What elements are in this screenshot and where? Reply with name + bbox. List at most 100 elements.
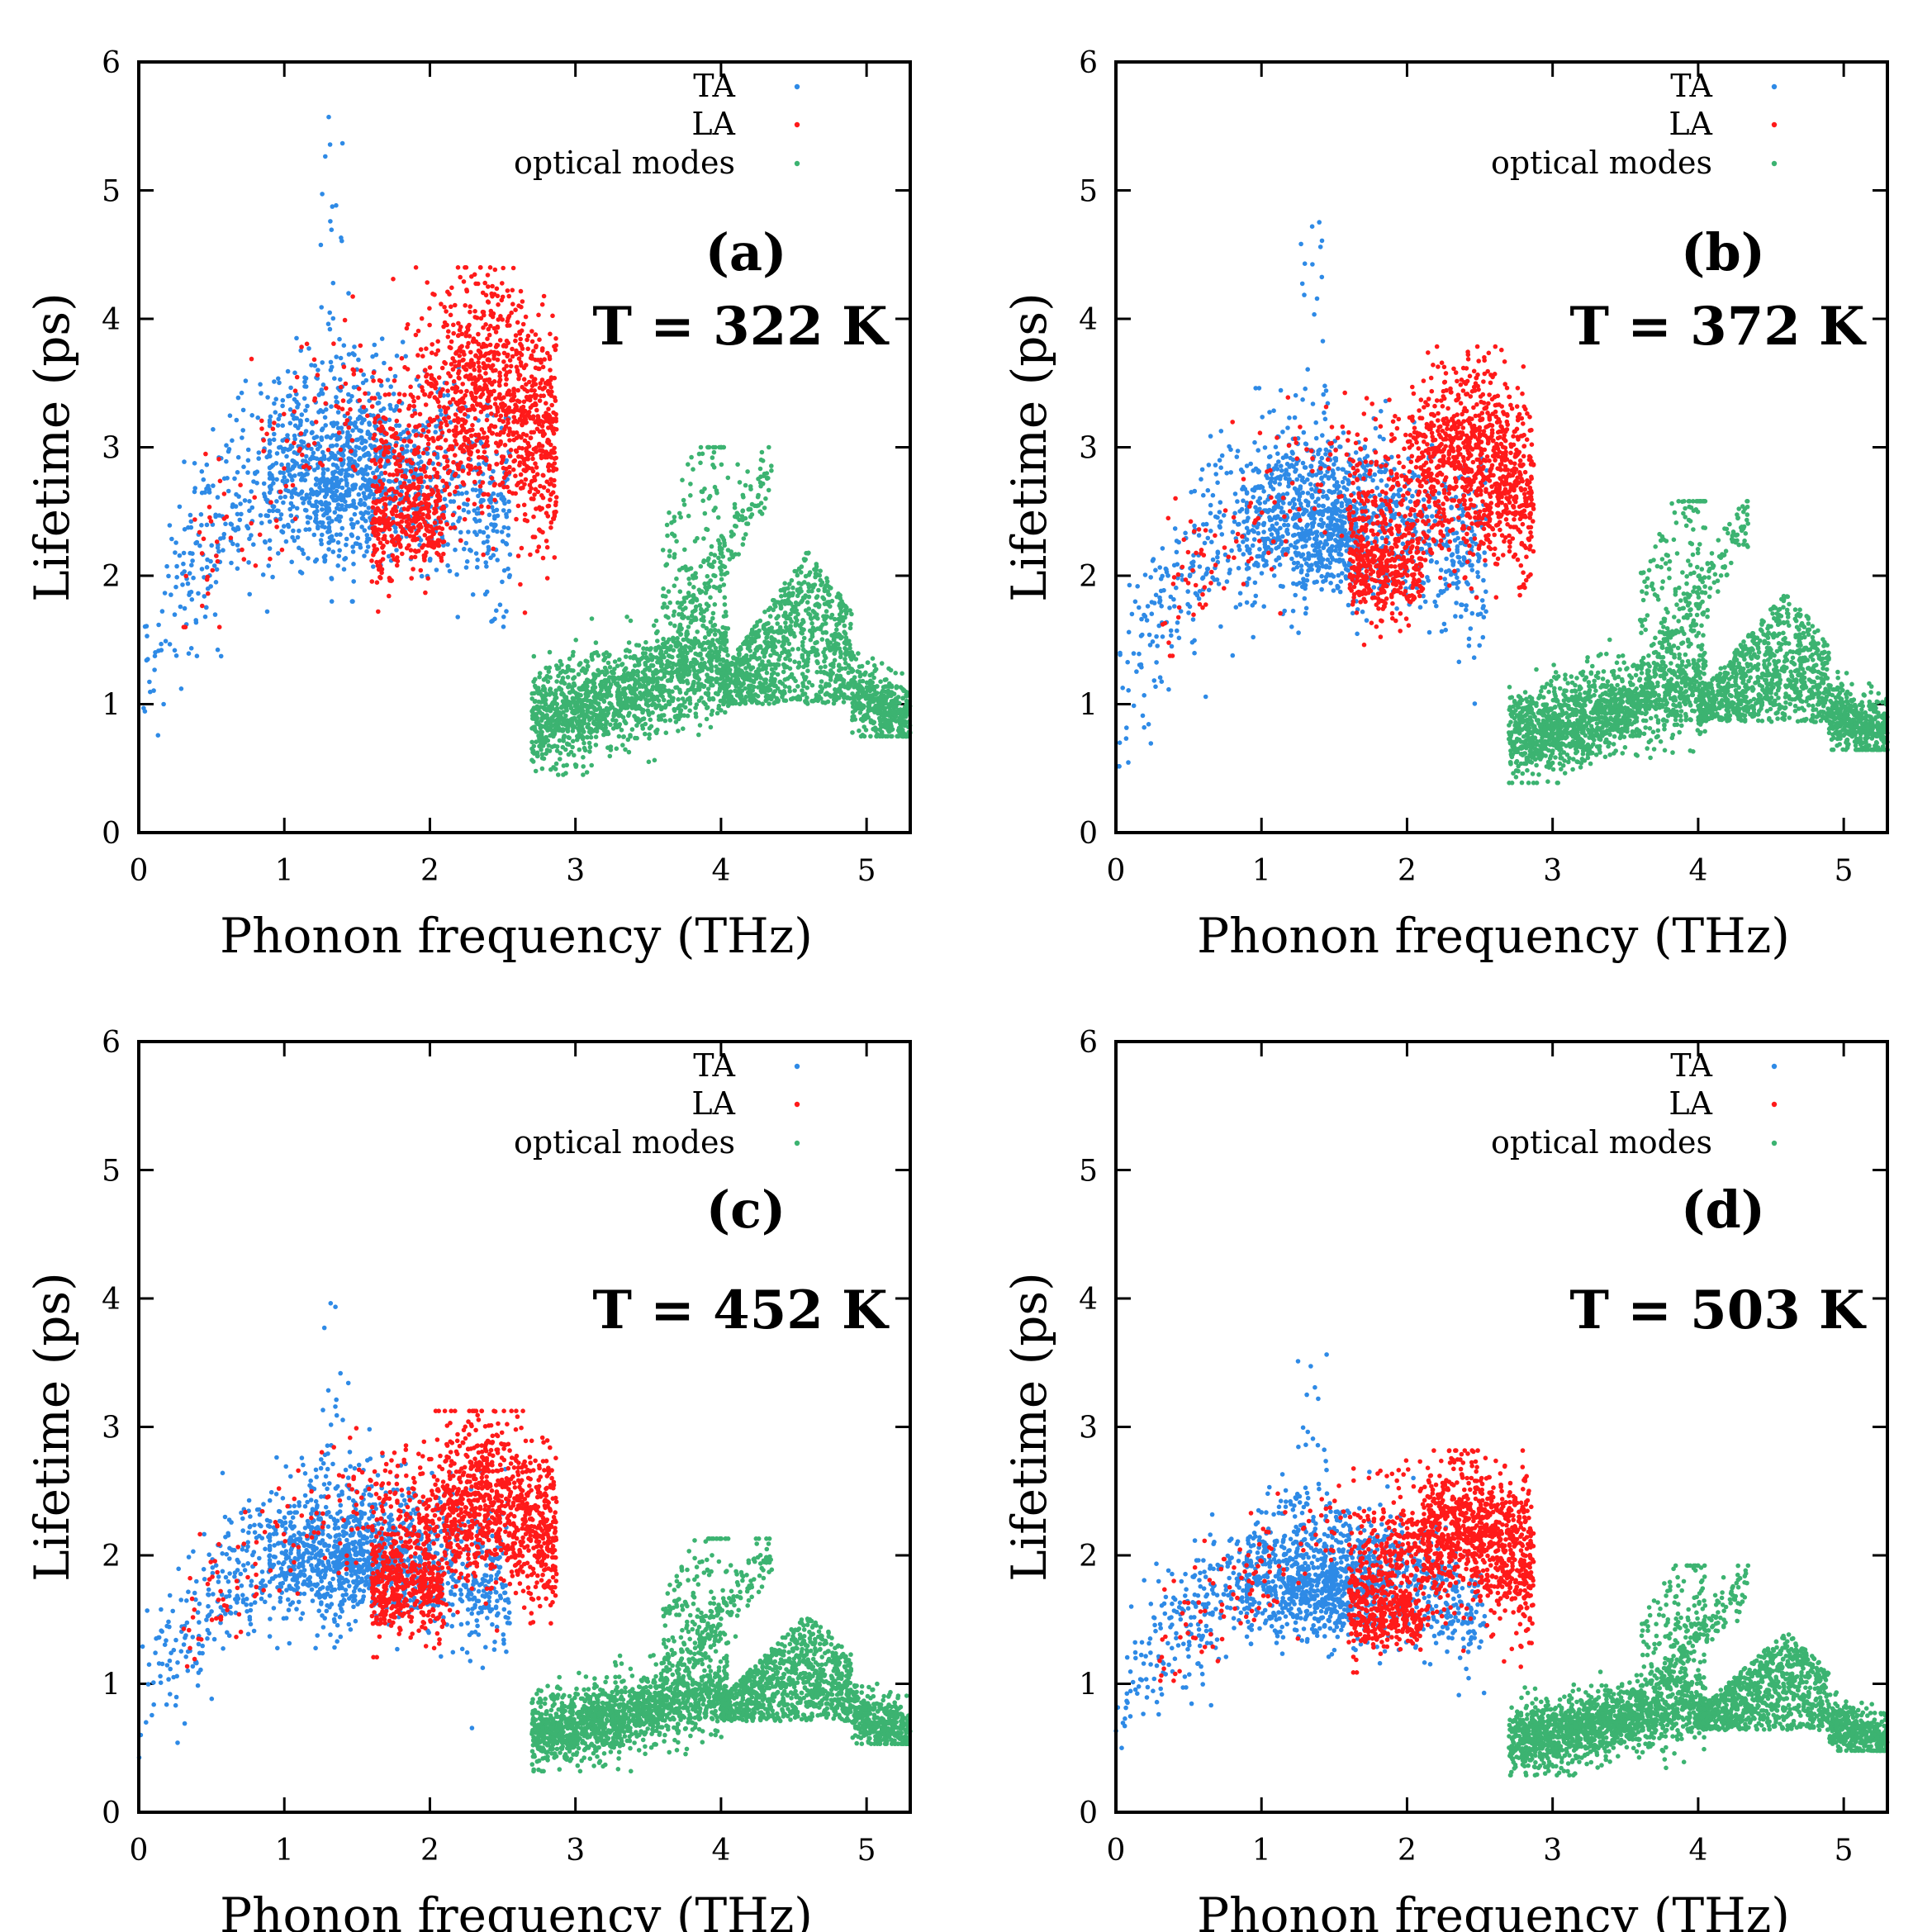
data-point	[720, 624, 725, 630]
data-point	[819, 580, 825, 585]
data-point	[788, 624, 793, 629]
data-point	[716, 705, 721, 711]
data-point	[806, 680, 812, 685]
data-point	[159, 641, 164, 647]
data-point	[335, 410, 341, 415]
data-point	[693, 575, 699, 580]
data-point	[340, 453, 345, 458]
data-point	[892, 708, 898, 714]
data-point	[663, 730, 669, 735]
data-point	[281, 470, 287, 476]
data-point	[536, 691, 541, 696]
data-point	[900, 671, 904, 676]
data-point	[714, 653, 720, 658]
data-point	[280, 403, 285, 409]
data-point	[818, 665, 824, 670]
data-point	[458, 538, 463, 544]
data-point	[577, 726, 583, 731]
data-point	[821, 649, 826, 655]
data-point	[618, 700, 624, 706]
data-point	[789, 628, 794, 633]
data-point	[278, 512, 284, 517]
data-point	[294, 374, 300, 380]
data-point	[277, 445, 282, 450]
data-point	[702, 510, 708, 516]
data-point	[617, 657, 622, 662]
data-point	[342, 557, 347, 562]
data-point	[775, 621, 780, 626]
data-point	[889, 683, 894, 688]
data-point	[672, 515, 677, 520]
data-point	[238, 482, 243, 487]
data-point	[590, 699, 595, 705]
data-point	[292, 516, 298, 521]
data-point	[396, 423, 402, 429]
data-point	[781, 698, 787, 703]
data-point	[541, 705, 546, 710]
data-point	[365, 431, 371, 436]
data-point	[547, 720, 552, 726]
data-point	[335, 563, 341, 568]
data-point	[686, 624, 691, 629]
data-point	[602, 665, 608, 671]
data-point	[681, 726, 686, 731]
data-point	[272, 379, 277, 384]
data-point	[720, 663, 726, 668]
data-point	[456, 519, 461, 524]
data-point	[206, 591, 211, 596]
data-point	[814, 572, 819, 577]
data-point	[589, 654, 595, 659]
data-point	[565, 675, 571, 680]
data-point	[710, 455, 715, 460]
data-point	[501, 496, 507, 502]
data-point	[851, 653, 857, 658]
data-point	[564, 762, 569, 768]
data-point	[623, 654, 629, 659]
data-point	[343, 507, 349, 512]
data-point	[667, 548, 672, 553]
data-point	[648, 717, 653, 723]
data-point	[662, 718, 668, 724]
data-point	[535, 686, 541, 691]
data-point	[305, 403, 310, 409]
data-point	[529, 757, 534, 762]
data-point	[305, 472, 311, 477]
data-point	[282, 411, 287, 417]
data-point	[298, 431, 304, 436]
data-point	[843, 684, 847, 690]
data-point	[255, 415, 261, 420]
data-point	[902, 705, 908, 710]
data-point	[849, 669, 855, 674]
data-point	[589, 616, 595, 621]
data-point	[686, 638, 691, 644]
data-point	[846, 651, 851, 657]
data-point	[155, 733, 161, 738]
data-point	[447, 568, 453, 574]
data-point	[332, 376, 337, 382]
data-point	[325, 434, 330, 439]
data-point	[758, 457, 764, 463]
data-point	[884, 676, 889, 682]
data-point	[747, 506, 752, 512]
data-point	[320, 532, 325, 538]
data-point	[530, 748, 536, 753]
data-point	[280, 438, 286, 443]
data-point	[677, 510, 682, 516]
data-point	[449, 499, 453, 504]
data-point	[787, 657, 793, 662]
data-point	[182, 459, 187, 464]
data-point	[839, 602, 844, 608]
data-point	[647, 712, 652, 718]
data-point	[691, 592, 696, 598]
data-point	[169, 536, 174, 542]
data-point	[221, 548, 225, 553]
data-point	[655, 727, 660, 733]
data-point	[672, 518, 676, 524]
data-point	[852, 714, 857, 719]
data-point	[848, 621, 853, 627]
data-point	[283, 539, 289, 544]
data-point	[757, 662, 762, 667]
data-point	[801, 627, 806, 633]
data-point	[276, 551, 281, 556]
data-point	[796, 663, 802, 669]
